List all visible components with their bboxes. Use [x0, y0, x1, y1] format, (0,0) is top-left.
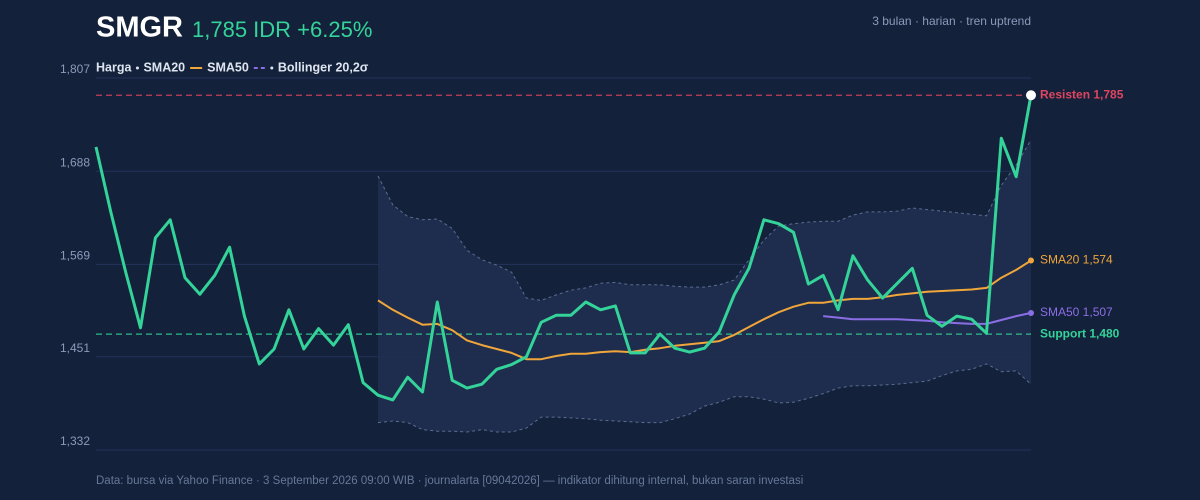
end-label: SMA50 1,507 — [1040, 305, 1113, 319]
y-tick-label: 1,451 — [60, 341, 90, 355]
y-tick-label: 1,332 — [60, 434, 90, 448]
sma-line — [823, 311, 1032, 325]
level-label: Support 1,480 — [1040, 326, 1120, 340]
end-dot — [1028, 309, 1034, 316]
price-line — [94, 94, 1033, 402]
y-tick-label: 1,807 — [60, 62, 90, 76]
legend-separator — [135, 66, 139, 70]
end-dot — [1028, 257, 1034, 264]
price-label: 1,785 IDR +6.25% — [192, 17, 372, 42]
chart-subtitle: 3 bulan · harian · tren uptrend — [872, 14, 1031, 28]
chart-title: SMGR — [96, 12, 183, 44]
bollinger-edge — [377, 363, 1032, 433]
legend-label: SMA50 — [207, 60, 249, 74]
legend-separator — [270, 66, 274, 70]
legend-label: Bollinger 20,2σ — [278, 60, 369, 74]
end-label: SMA20 1,574 — [1040, 253, 1113, 267]
last-price-dot — [1026, 90, 1036, 101]
footer: Data: bursa via Yahoo Finance · 3 Septem… — [96, 475, 803, 487]
legend-label: SMA20 — [143, 60, 185, 74]
bollinger-edge — [377, 139, 1032, 301]
y-tick-label: 1,688 — [60, 155, 90, 169]
legend-label: Harga — [96, 60, 132, 74]
y-tick-label: 1,569 — [60, 249, 90, 263]
sma-line — [377, 259, 1032, 361]
level-label: Resisten 1,785 — [1040, 87, 1124, 101]
